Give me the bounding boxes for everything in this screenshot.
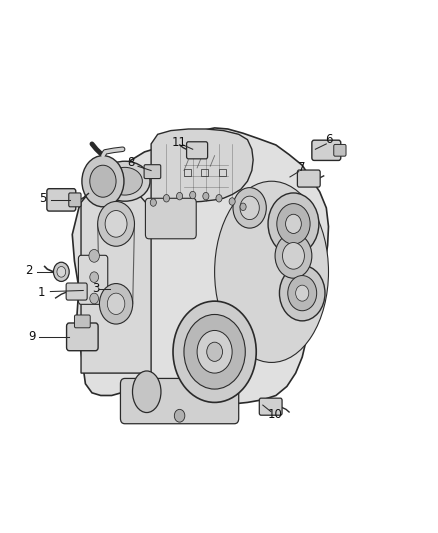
Circle shape (283, 243, 304, 269)
Ellipse shape (215, 181, 328, 362)
Circle shape (82, 156, 124, 207)
Circle shape (190, 191, 196, 199)
Circle shape (107, 293, 125, 314)
Circle shape (229, 198, 235, 205)
Circle shape (240, 196, 259, 220)
FancyBboxPatch shape (120, 378, 239, 424)
PathPatch shape (151, 129, 253, 203)
FancyBboxPatch shape (334, 144, 346, 156)
Text: 1: 1 (38, 286, 46, 298)
Circle shape (286, 214, 301, 233)
Ellipse shape (99, 161, 150, 201)
Circle shape (163, 195, 170, 202)
Circle shape (279, 265, 325, 321)
Circle shape (203, 192, 209, 200)
Text: 11: 11 (172, 136, 187, 149)
Circle shape (105, 211, 127, 237)
FancyBboxPatch shape (74, 315, 90, 328)
Circle shape (268, 193, 319, 255)
Text: 2: 2 (25, 264, 32, 277)
Text: 9: 9 (28, 330, 35, 343)
FancyBboxPatch shape (145, 198, 196, 239)
Circle shape (98, 201, 134, 246)
Circle shape (233, 188, 266, 228)
FancyBboxPatch shape (297, 170, 320, 187)
Circle shape (207, 342, 223, 361)
PathPatch shape (81, 187, 151, 373)
Ellipse shape (132, 371, 161, 413)
Circle shape (277, 204, 310, 244)
Ellipse shape (107, 167, 142, 195)
FancyBboxPatch shape (187, 142, 208, 159)
Circle shape (240, 203, 246, 211)
Text: 6: 6 (325, 133, 332, 146)
Text: 5: 5 (39, 192, 46, 205)
Circle shape (177, 192, 183, 200)
Circle shape (173, 301, 256, 402)
PathPatch shape (72, 128, 328, 404)
Circle shape (184, 314, 245, 389)
Text: 10: 10 (268, 408, 283, 421)
Circle shape (216, 195, 222, 202)
Circle shape (174, 409, 185, 422)
FancyBboxPatch shape (78, 255, 108, 304)
Circle shape (275, 233, 312, 278)
FancyBboxPatch shape (259, 398, 282, 415)
FancyBboxPatch shape (69, 193, 81, 207)
FancyBboxPatch shape (47, 189, 76, 211)
Circle shape (90, 293, 99, 304)
Circle shape (288, 276, 317, 311)
FancyBboxPatch shape (66, 283, 87, 300)
FancyBboxPatch shape (312, 140, 341, 160)
Text: 7: 7 (297, 161, 305, 174)
Circle shape (197, 330, 232, 373)
Circle shape (296, 285, 309, 301)
Circle shape (89, 249, 99, 262)
Text: 8: 8 (128, 156, 135, 169)
FancyBboxPatch shape (144, 165, 161, 179)
FancyBboxPatch shape (67, 323, 98, 351)
Text: 3: 3 (92, 282, 99, 295)
Circle shape (90, 165, 116, 197)
Circle shape (53, 262, 69, 281)
Circle shape (150, 199, 156, 206)
Circle shape (57, 266, 66, 277)
Circle shape (90, 272, 99, 282)
Circle shape (99, 284, 133, 324)
